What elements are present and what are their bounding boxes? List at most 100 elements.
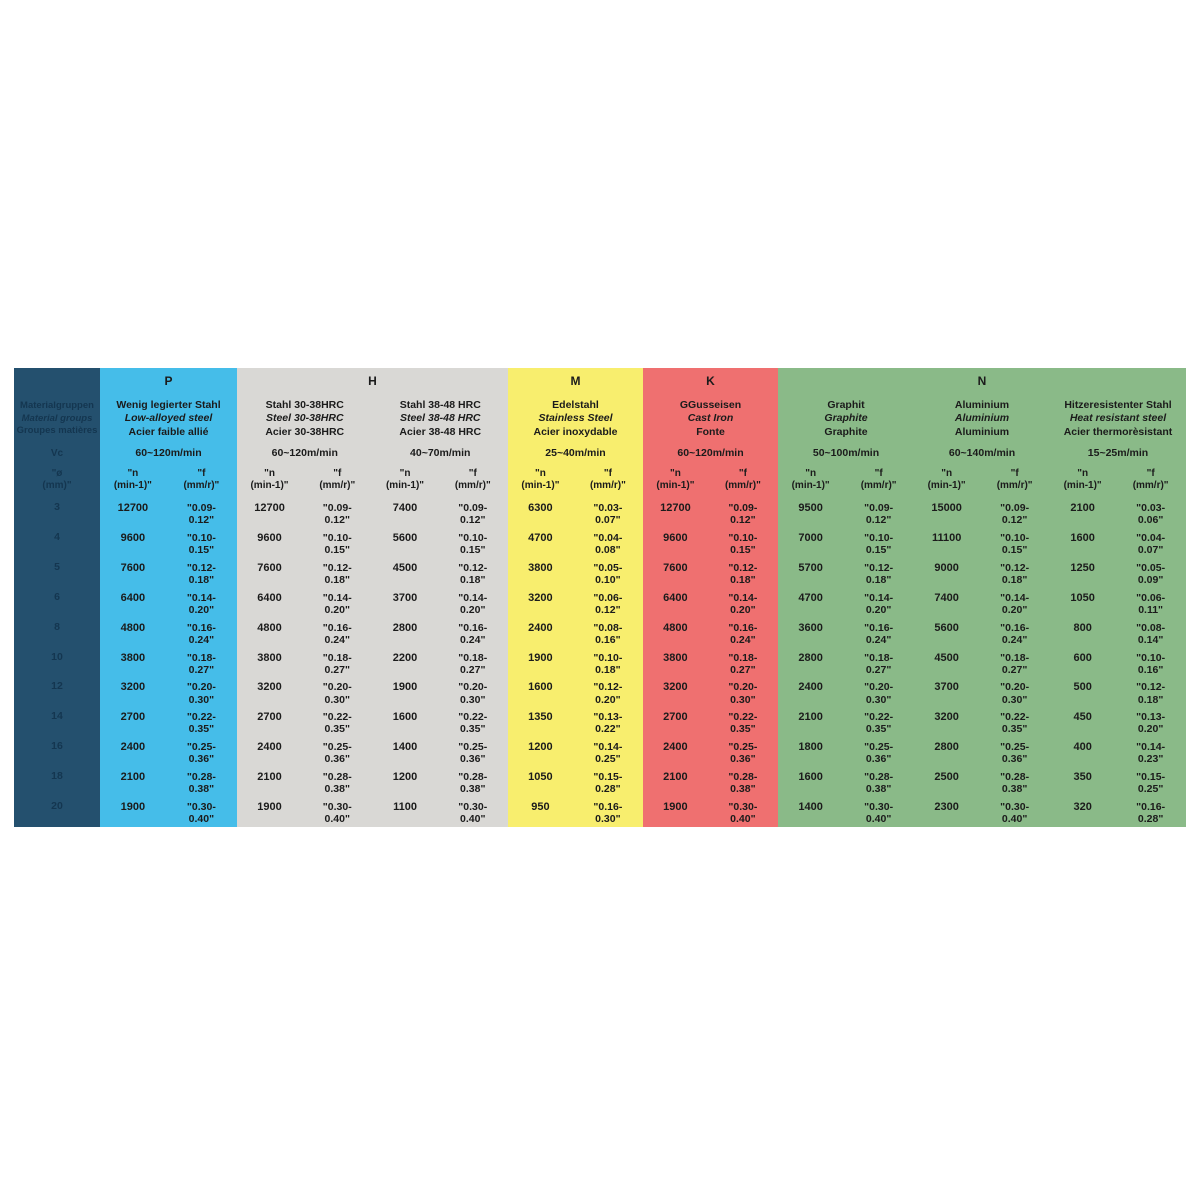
table-row: 11100 "0.10- 0.15" [914, 528, 1050, 558]
n-value-cell: 5600 [392, 531, 418, 544]
table-row: 6400 "0.14- 0.20" [100, 588, 237, 618]
table-row: 3200 "0.06- 0.12" [508, 588, 643, 618]
f-value-cell: "0.05- 0.09" [1136, 561, 1166, 586]
f-value-cell: "0.15- 0.28" [593, 771, 623, 796]
table-row: 3800 "0.18- 0.27" [643, 648, 778, 678]
material-column: Hitzeresistenter Stahl Heat resistant ste… [1050, 394, 1186, 827]
n-value-cell: 3200 [934, 711, 959, 724]
table-row: 12700 "0.09- 0.12" [100, 498, 237, 528]
material-name-fr: Acier 38-48 HRC [399, 425, 482, 438]
f-value-cell: "0.10- 0.15" [186, 531, 216, 556]
n-value-cell: 2300 [934, 801, 959, 814]
material-column: Stahl 30-38HRC Steel 30-38HRC Acier 30-38H… [237, 394, 373, 827]
table-row: 3200 "0.20- 0.30" [100, 677, 237, 707]
diameter-cell: 6 [54, 590, 60, 603]
n-value-cell: 6300 [528, 502, 553, 514]
table-row: 7400 "0.09- 0.12" [373, 498, 509, 528]
table-row: 2800 "0.16- 0.24" [373, 618, 509, 648]
f-value-cell: "0.13- 0.22" [593, 711, 623, 736]
material-groups-title-de: Materialgruppen [20, 400, 94, 412]
materials-row: Graphit Graphite Graphite 50~100m/min "n (mi… [778, 394, 1186, 827]
vc-value: 15~25m/min [1087, 447, 1149, 459]
table-row: 1200 "0.14- 0.25" [508, 737, 643, 767]
f-value-cell: "0.28- 0.38" [186, 771, 216, 796]
n-value-cell: 6400 [663, 591, 688, 604]
f-value-cell: "0.04- 0.07" [1136, 531, 1166, 556]
f-value-cell: "0.16- 0.24" [864, 621, 894, 646]
data-rows: 12700 "0.09- 0.12" 9600 "0.10- 0.15" 7600 "0.… [643, 498, 778, 827]
n-value-cell: 2800 [798, 651, 823, 664]
n-value-cell: 7600 [257, 561, 282, 574]
n-value-cell: 15000 [931, 502, 962, 514]
material-name-en: Steel 30-38HRC [265, 412, 344, 425]
n-value-cell: 3800 [257, 651, 282, 664]
f-value-cell: "0.30- 0.40" [864, 801, 894, 826]
n-value-cell: 4800 [257, 621, 282, 634]
table-row: 3200 "0.20- 0.30" [643, 677, 778, 707]
f-value-cell: "0.13- 0.20" [1136, 711, 1166, 736]
f-value-cell: "0.04- 0.08" [593, 531, 623, 556]
n-value-cell: 3200 [120, 681, 146, 694]
n-value-cell: 2400 [798, 681, 823, 694]
n-value-cell: 6400 [257, 591, 282, 604]
vc-row-label: Vc [50, 447, 64, 459]
f-value-cell: "0.18- 0.27" [186, 651, 216, 676]
table-row: 800 "0.08- 0.14" [1050, 618, 1186, 648]
f-value-cell: "0.28- 0.38" [458, 771, 488, 796]
material-name-en: Stainless Steel [538, 412, 613, 425]
table-row: 2100 "0.28- 0.38" [237, 767, 373, 797]
diameter-cell: 20 [51, 800, 63, 813]
table-row: 1600 "0.12- 0.20" [508, 677, 643, 707]
f-value-cell: "0.30- 0.40" [728, 801, 758, 826]
materials-row: Stahl 30-38HRC Steel 30-38HRC Acier 30-38H… [237, 394, 508, 827]
n-value-cell: 3800 [663, 651, 688, 664]
f-value-cell: "0.14- 0.20" [458, 591, 488, 616]
n-column-header: "n (min-1)" [250, 467, 289, 492]
material-name-de: Edelstahl [552, 398, 599, 411]
vc-value: 60~140m/min [948, 447, 1016, 459]
n-value-cell: 2100 [798, 711, 823, 724]
materials-row: Edelstahl Stainless Steel Acier inoxydable… [508, 394, 643, 827]
f-value-cell: "0.25- 0.36" [322, 741, 352, 766]
material-groups-title-en: Material groups [21, 412, 93, 424]
f-value-cell: "0.22- 0.35" [1000, 711, 1030, 736]
n-column-header: "n (min-1)" [656, 467, 695, 492]
table-row: 3800 "0.05- 0.10" [508, 558, 643, 588]
table-row: 2200 "0.18- 0.27" [373, 648, 509, 678]
table-row: 1600 "0.28- 0.38" [778, 767, 914, 797]
f-value-cell: "0.14- 0.25" [593, 741, 623, 766]
n-value-cell: 1200 [528, 741, 553, 754]
n-value-cell: 2800 [392, 621, 418, 634]
n-value-cell: 3200 [257, 681, 282, 694]
table-row: 2400 "0.08- 0.16" [508, 618, 643, 648]
n-value-cell: 1600 [528, 681, 553, 694]
n-value-cell: 1250 [1070, 561, 1095, 574]
table-row: 1900 "0.30- 0.40" [643, 797, 778, 827]
table-row: 1400 "0.25- 0.36" [373, 737, 509, 767]
f-value-cell: "0.09- 0.12" [728, 502, 758, 527]
n-value-cell: 1600 [1070, 531, 1095, 544]
f-column-header: "f (mm/r)" [1132, 467, 1169, 492]
data-rows: 12700 "0.09- 0.12" 9600 "0.10- 0.15" 7600 "0.… [100, 498, 237, 827]
vc-value: 40~70m/min [410, 447, 471, 459]
table-row: 2500 "0.28- 0.38" [914, 767, 1050, 797]
table-row: 5600 "0.16- 0.24" [914, 618, 1050, 648]
vc-value: 25~40m/min [545, 447, 606, 459]
n-value-cell: 500 [1073, 681, 1092, 694]
f-value-cell: "0.25- 0.36" [458, 741, 488, 766]
f-column-header: "f (mm/r)" [454, 467, 491, 492]
group-letter-P: P [164, 374, 173, 388]
f-value-cell: "0.18- 0.27" [322, 651, 352, 676]
table-row: 2800 "0.18- 0.27" [778, 648, 914, 678]
n-value-cell: 400 [1073, 741, 1092, 754]
vc-value: 60~120m/min [677, 447, 744, 459]
material-name-de: Stahl 38-48 HRC [399, 398, 481, 411]
f-value-cell: "0.09- 0.12" [458, 502, 488, 527]
f-value-cell: "0.12- 0.18" [1000, 561, 1030, 586]
n-value-cell: 1350 [528, 711, 553, 724]
material-name-en: Low-alloyed steel [124, 412, 213, 425]
material-name-de: Graphit [827, 398, 865, 411]
table-row: 12700 "0.09- 0.12" [643, 498, 778, 528]
f-column-header: "f (mm/r)" [589, 467, 626, 492]
material-column: Stahl 38-48 HRC Steel 38-48 HRC Acier 38-4… [373, 394, 509, 827]
